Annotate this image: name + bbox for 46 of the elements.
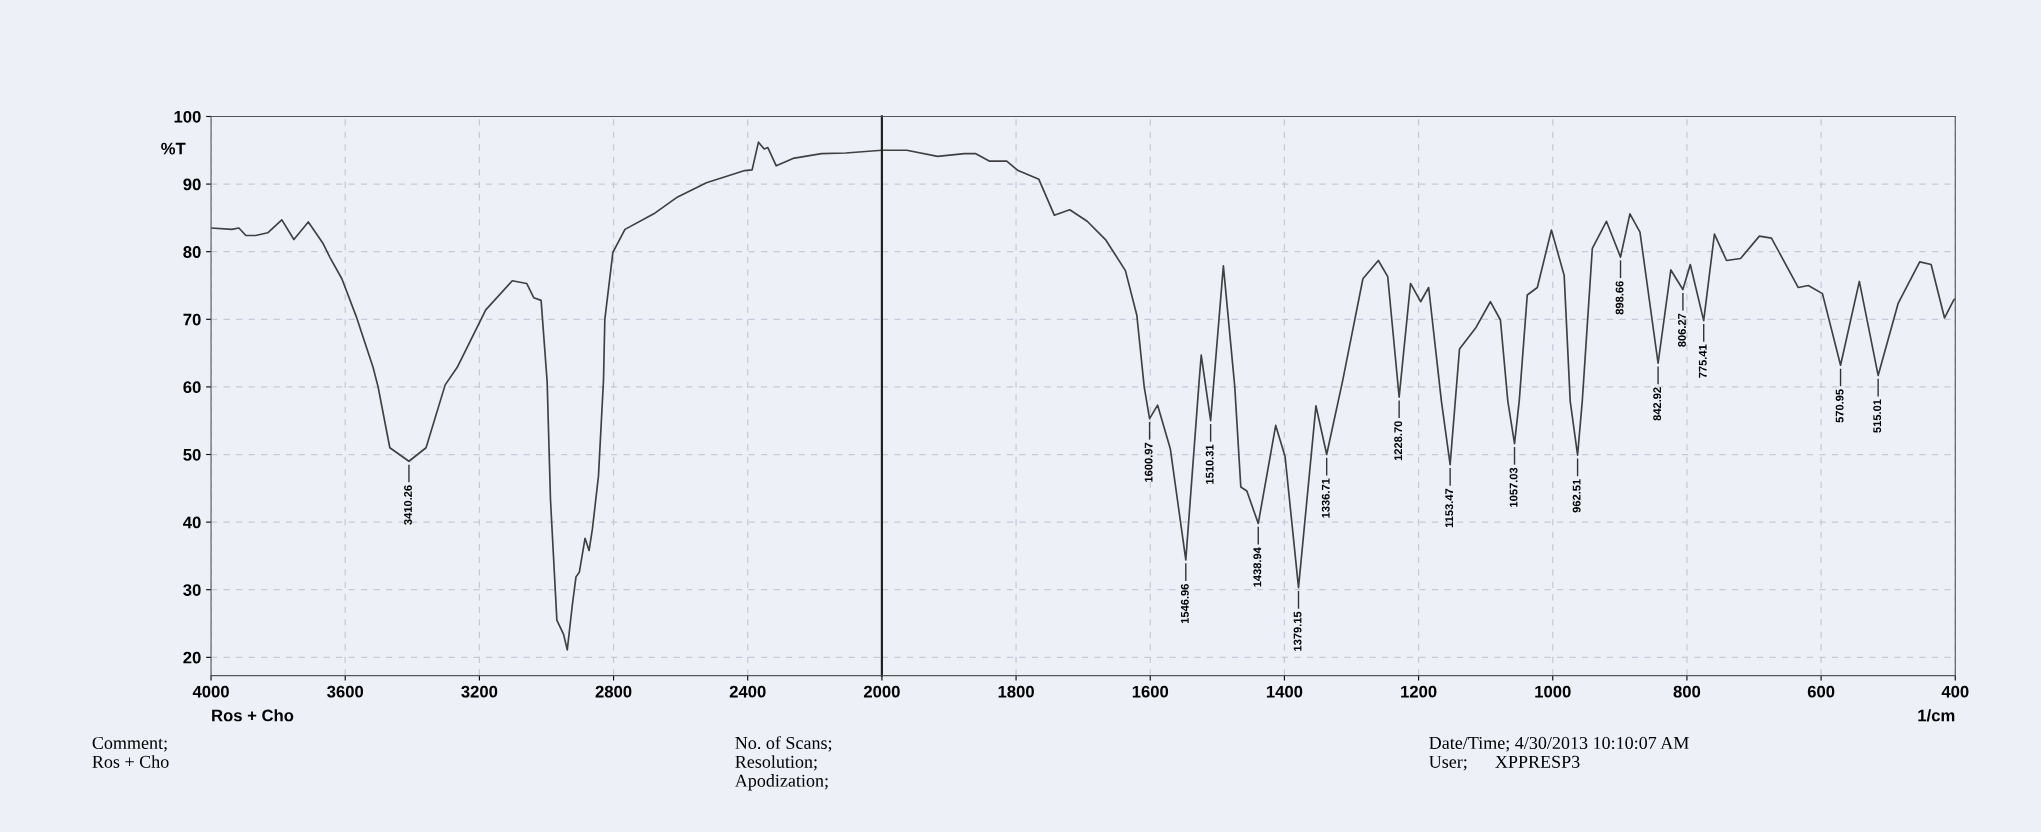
text: Date/Time; 4/30/2013 10:10:07 AM User; XPPRESP3 xyxy=(1429,736,1689,771)
x-tick-label: 400 xyxy=(1941,685,1969,698)
y-tick-label: 100 xyxy=(174,110,201,123)
x-tick-label: 2000 xyxy=(863,685,900,698)
x-tick-label: 2400 xyxy=(729,685,766,698)
annotation: 1153.47 xyxy=(1445,488,1454,528)
annotation: 962.51 xyxy=(1572,479,1581,513)
x-tick-label: 1000 xyxy=(1535,685,1571,698)
x-tick-label: 1200 xyxy=(1401,685,1437,698)
x-tick-label: 600 xyxy=(1807,685,1835,698)
x-tick-label: 1800 xyxy=(998,685,1034,698)
y-tick-label: 20 xyxy=(183,651,201,664)
annotation: 775.41 xyxy=(1698,344,1707,378)
annotation: 1379.15 xyxy=(1293,611,1302,651)
y-tick-label: 60 xyxy=(183,381,201,394)
text: Ros + Cho xyxy=(212,709,294,722)
text: Comment; Ros + Cho xyxy=(92,736,169,768)
text: No. of Scans; Resolution; Apodization; xyxy=(734,736,832,791)
x-tick-label: 1400 xyxy=(1266,685,1303,698)
annotation: 1546.96 xyxy=(1180,584,1189,624)
annotation: 898.66 xyxy=(1615,281,1624,315)
y-tick-label: 90 xyxy=(183,178,201,191)
annotation: 1057.03 xyxy=(1509,467,1518,507)
x-tick-label: 4000 xyxy=(192,685,229,698)
annotation: 1600.97 xyxy=(1144,442,1153,482)
x-tick-label: 3200 xyxy=(461,685,498,698)
x-tick-label: 800 xyxy=(1673,685,1701,698)
annotation: 1438.94 xyxy=(1253,547,1262,587)
x-tick-label: 3600 xyxy=(327,685,364,698)
y-tick-label: 30 xyxy=(183,584,201,596)
y-tick-label: 70 xyxy=(183,313,201,326)
annotation: 3410.26 xyxy=(404,485,412,525)
x-tick-label: 1600 xyxy=(1132,685,1169,698)
y-tick-label: 50 xyxy=(183,448,201,461)
x-axis-title: 1/cm xyxy=(1918,709,1955,722)
annotation: 1336.71 xyxy=(1321,478,1330,518)
y-tick-label: 40 xyxy=(183,516,201,529)
annotation: 570.95 xyxy=(1835,389,1844,423)
annotation: 515.01 xyxy=(1873,399,1882,433)
y-axis-title: %T xyxy=(161,142,186,155)
annotation: 806.27 xyxy=(1678,313,1686,347)
x-tick-label: 2800 xyxy=(595,685,632,698)
annotation: 842.92 xyxy=(1653,387,1662,421)
annotation: 1228.70 xyxy=(1394,421,1403,461)
y-tick-label: 80 xyxy=(183,246,201,258)
annotation: 1510.31 xyxy=(1205,444,1214,484)
